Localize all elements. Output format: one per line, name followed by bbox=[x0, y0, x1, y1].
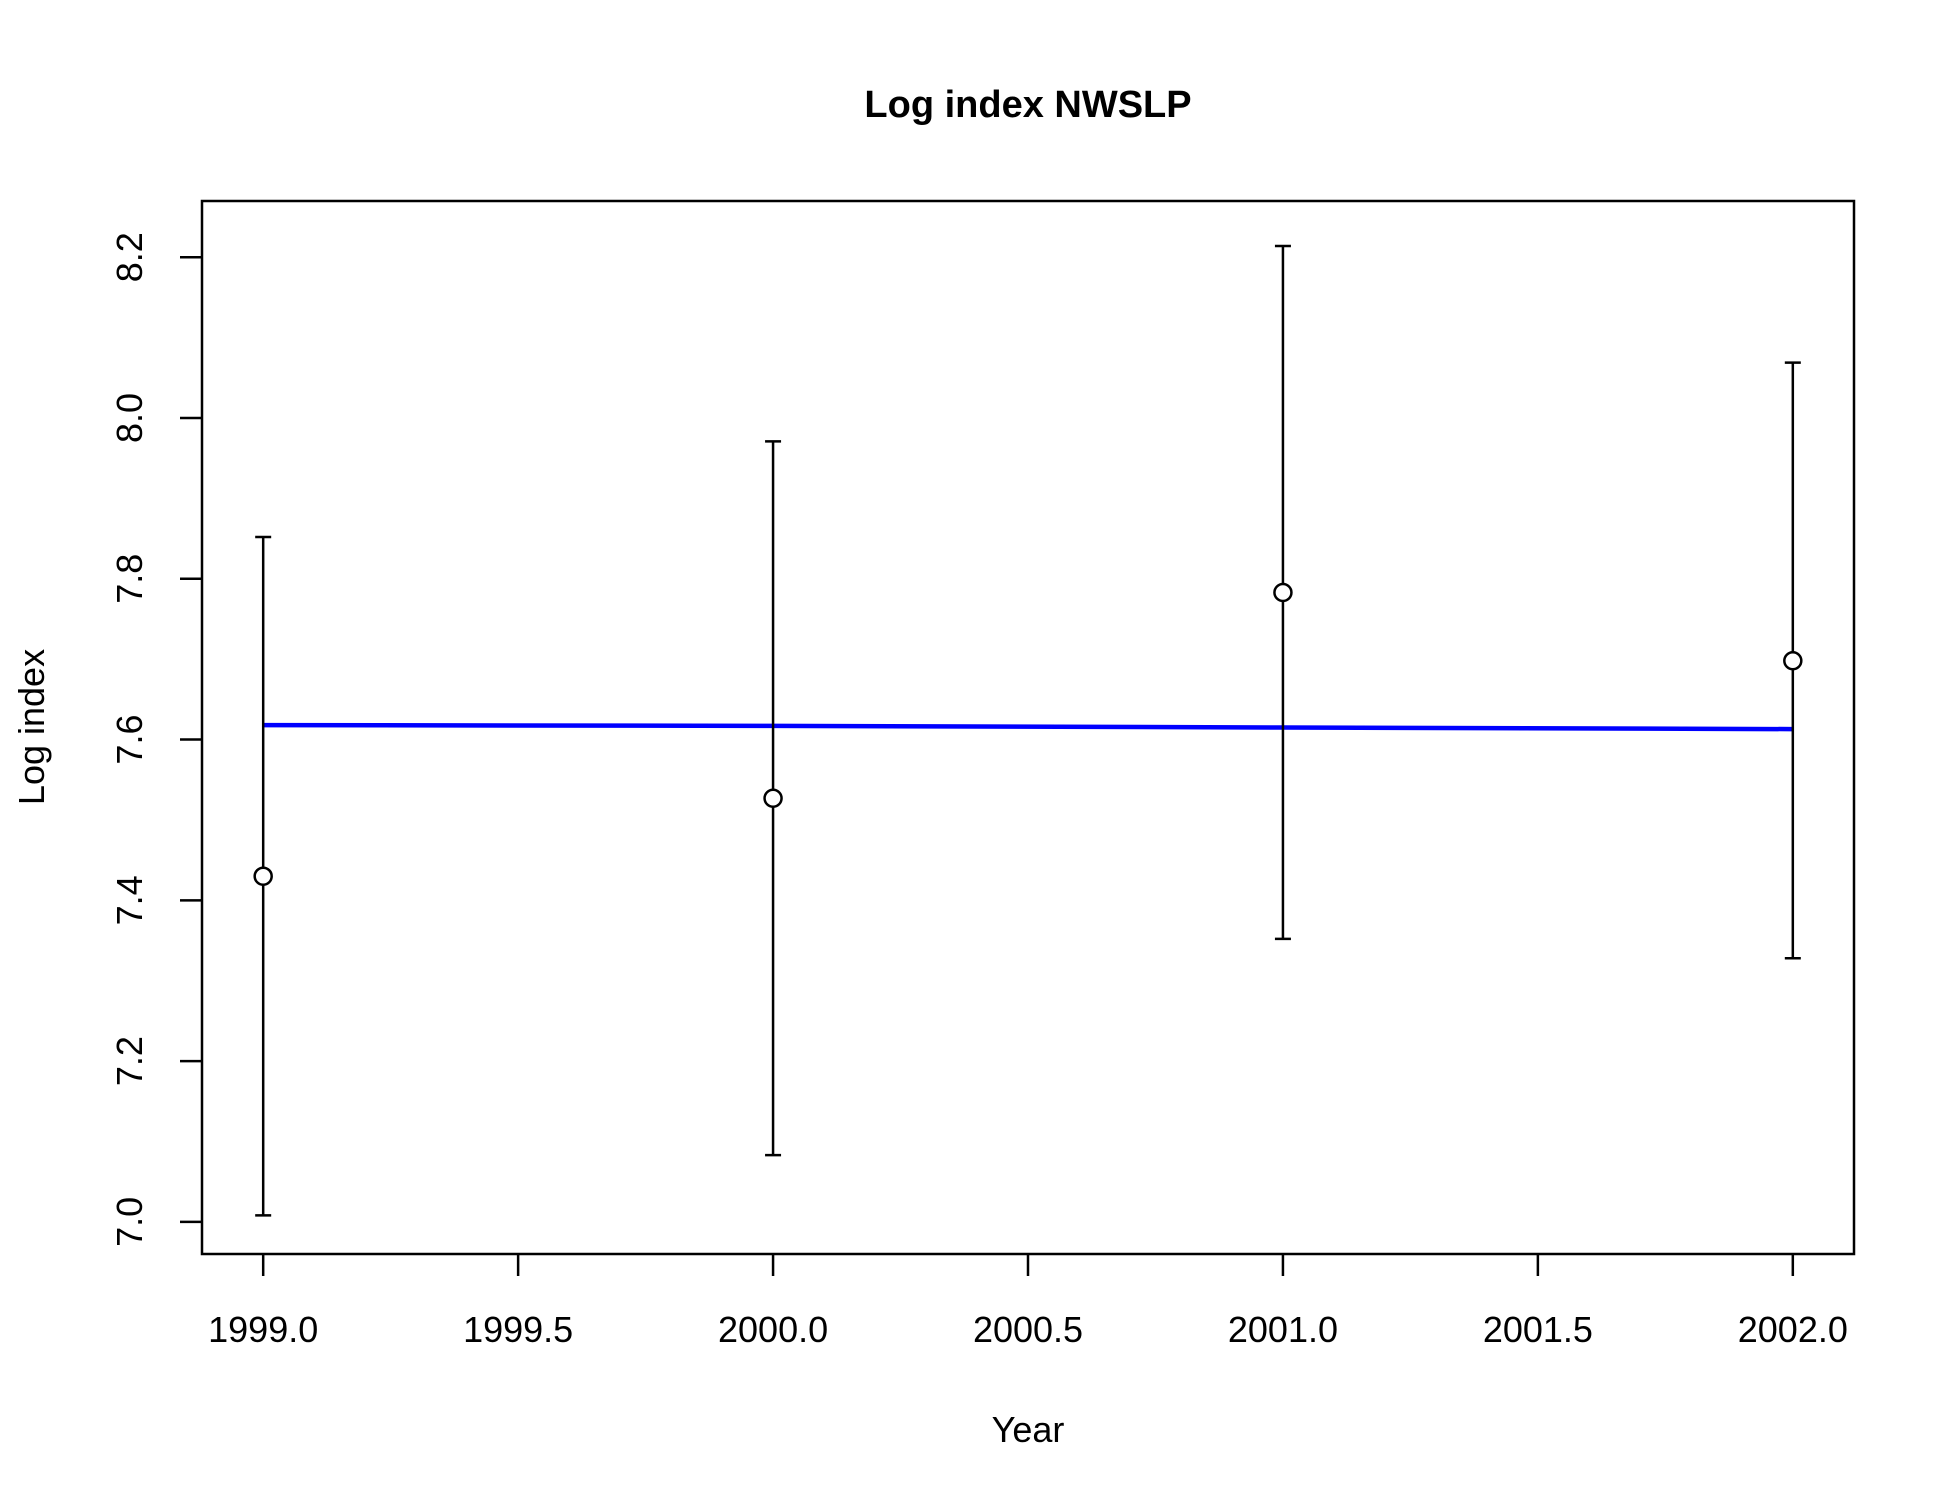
y-axis-title: Log index bbox=[11, 649, 52, 805]
x-axis: 1999.0 1999.5 2000.0 2000.5 2001.0 2001.5 2002… bbox=[208, 1254, 1848, 1350]
error-bar-series bbox=[253, 244, 1803, 1217]
x-tick-label: 2000.5 bbox=[973, 1309, 1083, 1350]
data-point bbox=[253, 866, 273, 886]
y-tick-label: 7.0 bbox=[109, 1197, 150, 1247]
fitted-line bbox=[263, 722, 1793, 732]
chart-title: Log index NWSLP bbox=[864, 84, 1191, 126]
data-point bbox=[1783, 651, 1803, 671]
y-tick-label: 7.4 bbox=[109, 875, 150, 925]
x-tick-label: 2002.0 bbox=[1738, 1309, 1848, 1350]
data-point bbox=[1273, 582, 1293, 603]
x-tick-label: 2001.0 bbox=[1228, 1309, 1338, 1350]
x-tick-label: 2000.0 bbox=[718, 1309, 828, 1350]
fitted-line-series bbox=[263, 722, 1793, 732]
y-tick-label: 8.2 bbox=[109, 232, 150, 282]
x-tick-label: 2001.5 bbox=[1483, 1309, 1593, 1350]
y-tick-label: 7.6 bbox=[109, 715, 150, 765]
x-tick-label: 1999.0 bbox=[208, 1309, 318, 1350]
y-axis: 7.0 7.2 7.4 7.6 7.8 8.0 8.2 bbox=[109, 232, 202, 1247]
y-tick-label: 7.2 bbox=[109, 1036, 150, 1086]
y-tick-label: 7.8 bbox=[109, 554, 150, 604]
x-tick-label: 1999.5 bbox=[463, 1309, 573, 1350]
data-point bbox=[763, 788, 783, 808]
x-axis-title: Year bbox=[992, 1409, 1065, 1450]
y-tick-label: 8.0 bbox=[109, 393, 150, 443]
